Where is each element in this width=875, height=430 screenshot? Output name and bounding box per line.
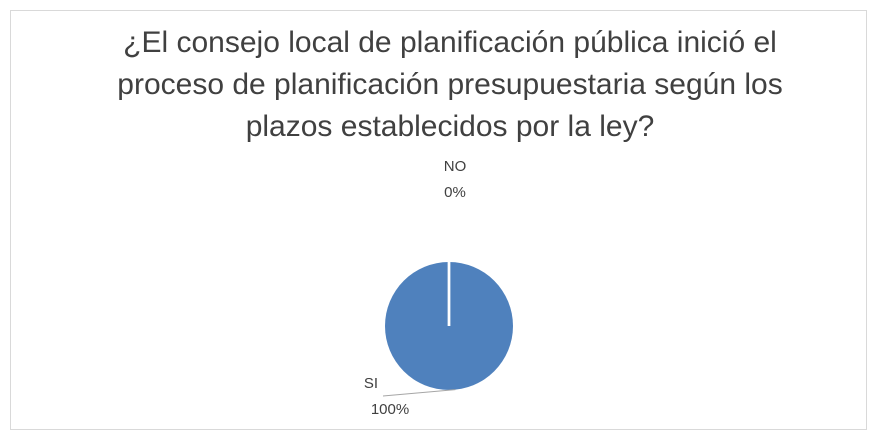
chart-title: ¿El consejo local de planificación públi… [117,26,783,143]
leader-line [382,389,456,397]
data-label-value: 0% [444,184,466,201]
data-label-value: 100% [371,401,409,418]
data-label-category: SI [364,375,378,392]
data-label-category: NO [444,158,467,175]
